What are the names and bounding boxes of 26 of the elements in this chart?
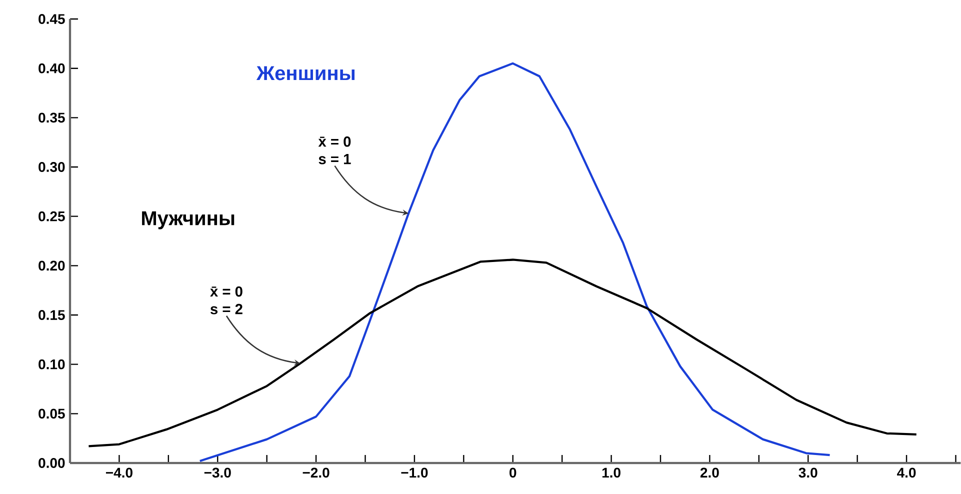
annotation: s = 1 — [318, 154, 351, 164]
y-tick-label: 0.00 — [38, 458, 65, 468]
y-tick-label: 0.10 — [38, 359, 65, 370]
x-tick-label: −1.0 — [401, 468, 428, 478]
y-tick-label: 0.30 — [38, 162, 65, 172]
text: Мужчины — [142, 211, 234, 230]
y-tick-label: 0.25 — [38, 211, 65, 222]
line-series — [88, 258, 918, 448]
x-tick-label: 0 — [510, 468, 516, 478]
y-tick-label: 0.40 — [38, 63, 65, 74]
x-tick-label: 1.0 — [602, 468, 620, 478]
x-tick-label: −4.0 — [106, 468, 132, 478]
x-tick-label: 2.0 — [700, 468, 719, 478]
x-tick-label: −2.0 — [302, 468, 330, 478]
x-tick-label: 3.0 — [798, 468, 818, 478]
text: Женшины — [256, 66, 354, 80]
y-tick-label: 0.15 — [38, 310, 65, 320]
x-tick-label: 4.0 — [897, 468, 916, 478]
y-tick-label: 0.05 — [38, 408, 65, 419]
y-tick-label: 0.45 — [38, 14, 65, 24]
x-tick-label: −3.0 — [204, 468, 231, 478]
annotation: x̄ = 0 — [210, 286, 242, 297]
annotation: x̄ = 0 — [318, 136, 351, 147]
annotation: s = 2 — [210, 304, 242, 314]
y-tick-label: 0.35 — [38, 112, 65, 123]
y-tick-label: 0.20 — [38, 260, 65, 271]
